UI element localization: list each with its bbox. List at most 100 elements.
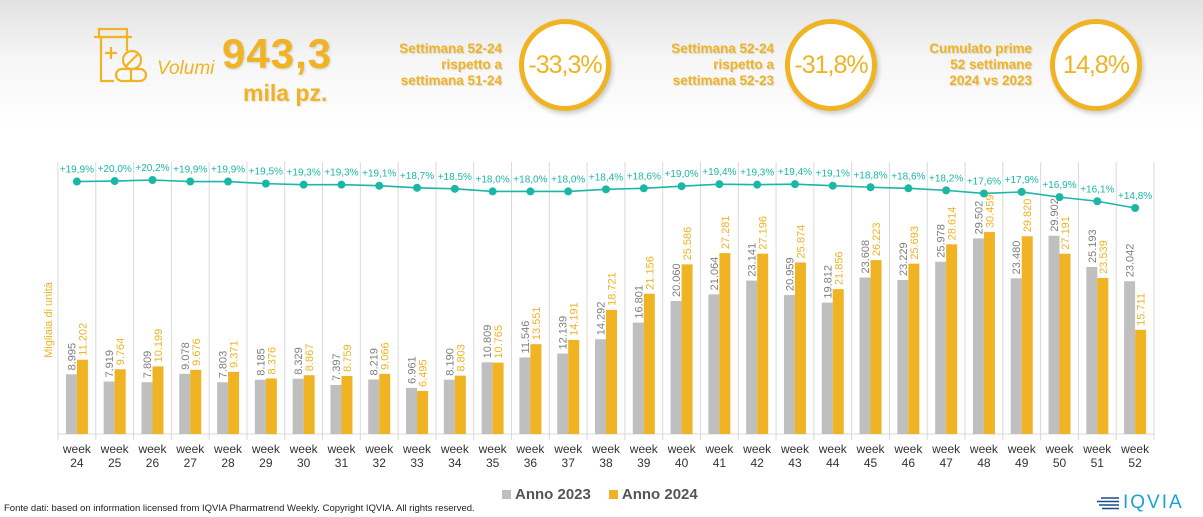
bar-2023 <box>1010 278 1022 434</box>
growth-label: +18,0% <box>551 174 585 185</box>
x-tick-label-number: 51 <box>1091 456 1105 470</box>
growth-point <box>450 184 459 193</box>
x-tick-label-number: 33 <box>410 456 424 470</box>
growth-point <box>790 180 799 189</box>
data-label-2023: 19.812 <box>822 265 834 299</box>
growth-label: +18,0% <box>513 174 547 185</box>
x-tick-label: week <box>326 442 356 456</box>
iqvia-logo-text: IQVIA <box>1123 492 1184 513</box>
x-tick-label-number: 52 <box>1128 456 1142 470</box>
x-tick-label-number: 44 <box>826 456 840 470</box>
data-label-2023: 9.078 <box>180 342 192 370</box>
data-label-2023: 16.801 <box>633 285 645 319</box>
growth-label: +19,5% <box>249 167 283 178</box>
growth-label: +17,6% <box>967 176 1001 187</box>
bar-2023 <box>481 362 493 434</box>
bar-2023 <box>859 277 871 434</box>
data-label-2023: 23.042 <box>1125 244 1137 278</box>
x-tick-label: week <box>629 442 659 456</box>
data-label-2023: 14.292 <box>596 302 608 336</box>
growth-label: +19,0% <box>664 169 698 180</box>
growth-point <box>413 183 422 192</box>
data-label-2024: 11.202 <box>77 323 89 356</box>
bar-2024 <box>530 344 542 434</box>
iqvia-logo: IQVIA <box>1097 492 1184 514</box>
bar-2023 <box>368 379 380 434</box>
bar-2023 <box>217 382 229 434</box>
growth-label: +19,9% <box>60 165 94 176</box>
data-label-2024: 8.867 <box>304 344 316 372</box>
growth-point <box>526 187 535 196</box>
data-label-2024: 15.711 <box>1136 293 1148 326</box>
volumes-unit: mila pz. <box>243 80 328 106</box>
growth-label: +18,0% <box>476 174 510 185</box>
growth-label: +19,4% <box>778 167 812 178</box>
growth-point <box>904 184 913 193</box>
data-label-2023: 23.480 <box>1011 241 1023 275</box>
data-label-2024: 14.191 <box>569 302 581 336</box>
bar-2023 <box>292 378 304 434</box>
data-label-2023: 7.809 <box>142 351 154 379</box>
x-tick-label-number: 30 <box>297 456 311 470</box>
data-label-2023: 8.995 <box>66 343 78 371</box>
growth-label: +20,0% <box>98 164 132 175</box>
x-tick-label: week <box>969 442 999 456</box>
bar-2024 <box>908 263 920 434</box>
bar-2023 <box>746 280 758 434</box>
bar-2023 <box>406 387 418 434</box>
growth-label: +18,5% <box>438 172 472 183</box>
bar-2023 <box>708 294 720 434</box>
data-label-2023: 8.219 <box>369 348 381 376</box>
growth-label: +18,2% <box>929 173 963 184</box>
x-tick-label: week <box>175 442 205 456</box>
bar-2023 <box>897 279 909 434</box>
volumes-value: 943,3 <box>222 30 333 77</box>
growth-point <box>602 185 610 194</box>
data-label-2024: 8.376 <box>266 347 278 375</box>
growth-label: +18,8% <box>853 170 887 181</box>
growth-label: +19,3% <box>324 168 358 179</box>
bar-2023 <box>595 339 606 434</box>
x-tick-label-number: 45 <box>864 456 878 470</box>
bar-2024 <box>492 362 504 434</box>
bar-2023 <box>443 379 455 434</box>
x-tick-label: week <box>931 442 961 456</box>
growth-label: +14,8% <box>1118 191 1152 202</box>
data-label-2023: 21.064 <box>709 257 721 291</box>
data-label-2024: 27.191 <box>1060 216 1072 250</box>
legend-item-2024: Anno 2024 <box>608 486 698 503</box>
kpi-cumulative-label: Cumulato prime 52 settimane 2024 vs 2023 <box>929 41 1032 88</box>
data-label-2023: 8.185 <box>255 348 267 376</box>
growth-line-layer: +19,9% +20,0% +20,2% +19,9% +19,9% +19,5% +19,… <box>60 163 1152 212</box>
x-tick-label: week <box>515 442 545 456</box>
x-tick-label-number: 46 <box>902 456 916 470</box>
volumes-label: Volumi <box>157 58 215 79</box>
data-label-2024: 29.820 <box>1022 199 1034 233</box>
growth-point <box>186 177 195 186</box>
data-label-2024: 8.759 <box>342 344 354 372</box>
data-label-2023: 29.502 <box>973 201 985 235</box>
data-label-2024: 27.196 <box>758 216 770 250</box>
growth-point <box>110 177 119 186</box>
x-tick-label-number: 38 <box>599 456 613 470</box>
growth-label: +19,3% <box>740 168 774 179</box>
data-label-2024: 9.764 <box>115 338 127 366</box>
bar-2024 <box>794 262 806 434</box>
bar-2024 <box>643 293 655 434</box>
data-label-2024: 23.539 <box>1098 240 1110 274</box>
bar-2024 <box>228 371 240 434</box>
bar-2023 <box>1048 235 1060 434</box>
bar-2024 <box>719 253 731 434</box>
grid-layer <box>57 162 1155 440</box>
kpi-cumulative-value: 14,8% <box>1050 19 1142 111</box>
growth-point <box>148 176 157 184</box>
growth-label: +19,9% <box>173 165 207 176</box>
growth-label: +19,3% <box>287 168 321 179</box>
x-tick-label: week <box>1045 442 1075 456</box>
data-label-2024: 10.765 <box>493 325 505 359</box>
data-label-2023: 10.809 <box>482 325 494 359</box>
data-label-2024: 21.856 <box>833 251 845 285</box>
x-tick-label-number: 41 <box>713 456 727 470</box>
x-tick-label-number: 35 <box>486 456 500 470</box>
growth-point <box>488 187 497 196</box>
